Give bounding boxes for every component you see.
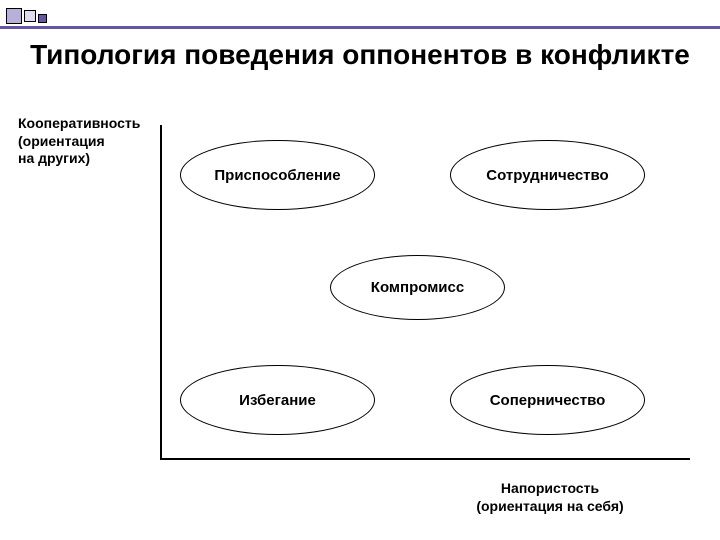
node-avoidance: Избегание (180, 365, 375, 435)
y-axis (160, 125, 162, 460)
node-competition: Соперничество (450, 365, 645, 435)
x-axis-label: Напористость(ориентация на себя) (420, 480, 680, 515)
node-label: Сотрудничество (486, 167, 608, 184)
node-label: Избегание (239, 392, 316, 409)
node-label: Приспособление (214, 167, 340, 184)
x-axis (160, 458, 690, 460)
header-divider (0, 26, 720, 29)
node-accommodation: Приспособление (180, 140, 375, 210)
node-collaboration: Сотрудничество (450, 140, 645, 210)
node-label: Соперничество (490, 392, 606, 409)
node-compromise: Компромисс (330, 255, 505, 320)
node-label: Компромисс (371, 279, 464, 296)
y-axis-label: Кооперативность(ориентацияна других) (18, 115, 140, 168)
page-title: Типология поведения оппонентов в конфлик… (0, 38, 720, 72)
